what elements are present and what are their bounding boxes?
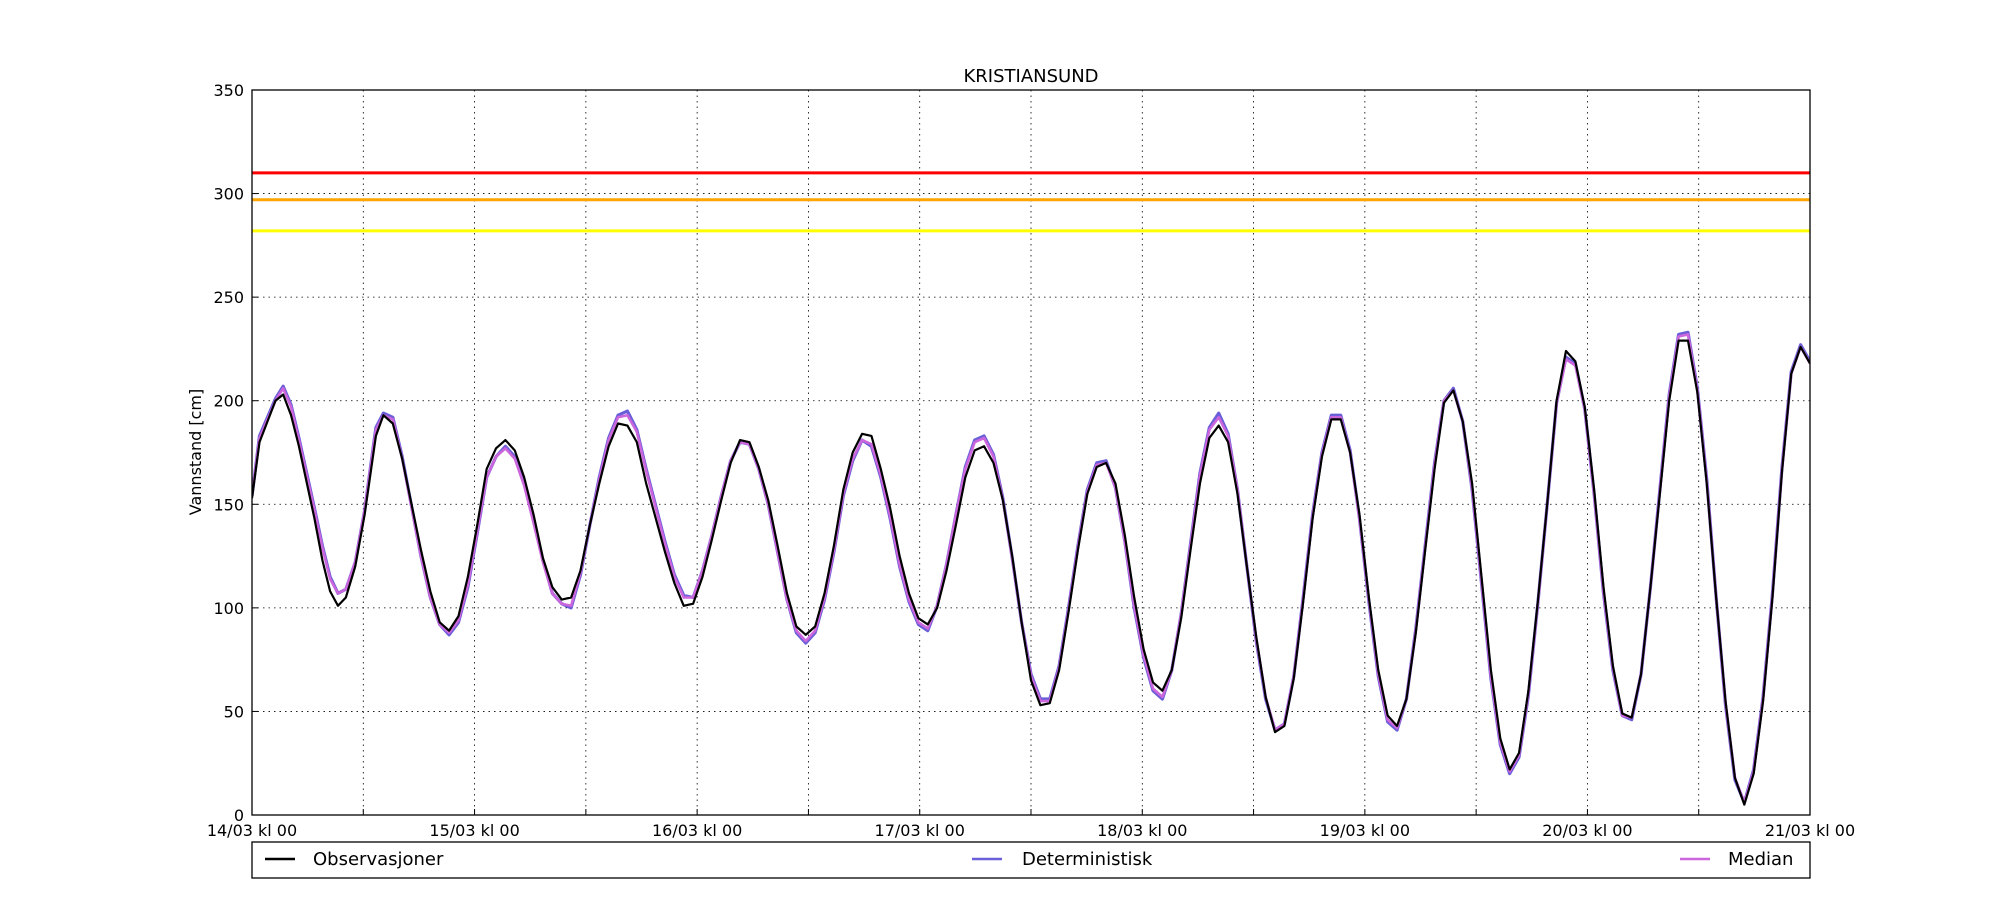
chart-title: KRISTIANSUND [963, 66, 1098, 87]
x-tick-label: 18/03 kl 00 [1097, 821, 1187, 840]
x-ticks: 14/03 kl 00 15/03 kl 00 16/03 kl 00 17/03 k… [207, 809, 1855, 840]
legend: Observasjoner Deterministisk Median [251, 841, 1811, 879]
y-tick-label: 50 [224, 702, 244, 721]
series-line-observasjoner [252, 339, 1810, 806]
y-tick-label: 250 [213, 288, 244, 307]
y-axis-label: Vannstand [cm] [186, 389, 205, 515]
y-tick-label: 300 [213, 185, 244, 204]
y-tick-label: 150 [213, 495, 244, 514]
x-tick-label: 17/03 kl 00 [875, 821, 965, 840]
legend-label: Observasjoner [313, 849, 444, 870]
x-tick-label: 16/03 kl 00 [652, 821, 742, 840]
legend-frame [251, 841, 1811, 879]
legend-label: Median [1728, 849, 1793, 870]
y-tick-label: 350 [213, 81, 244, 100]
series-line-deterministisk [252, 330, 1810, 805]
x-tick-label: 19/03 kl 00 [1320, 821, 1410, 840]
y-ticks: 0 50 100 150 200 250 300 350 [213, 81, 258, 825]
x-tick-label: 20/03 kl 00 [1542, 821, 1632, 840]
y-tick-label: 0 [234, 806, 244, 825]
x-tick-label: 21/03 kl 00 [1765, 821, 1855, 840]
legend-label: Deterministisk [1022, 849, 1153, 870]
x-tick-label: 14/03 kl 00 [207, 821, 297, 840]
x-tick-label: 15/03 kl 00 [429, 821, 519, 840]
y-tick-label: 100 [213, 599, 244, 618]
grid-lines [252, 90, 1810, 815]
y-tick-label: 200 [213, 392, 244, 411]
threshold-lines [252, 171, 1810, 233]
series-lines [252, 330, 1810, 806]
